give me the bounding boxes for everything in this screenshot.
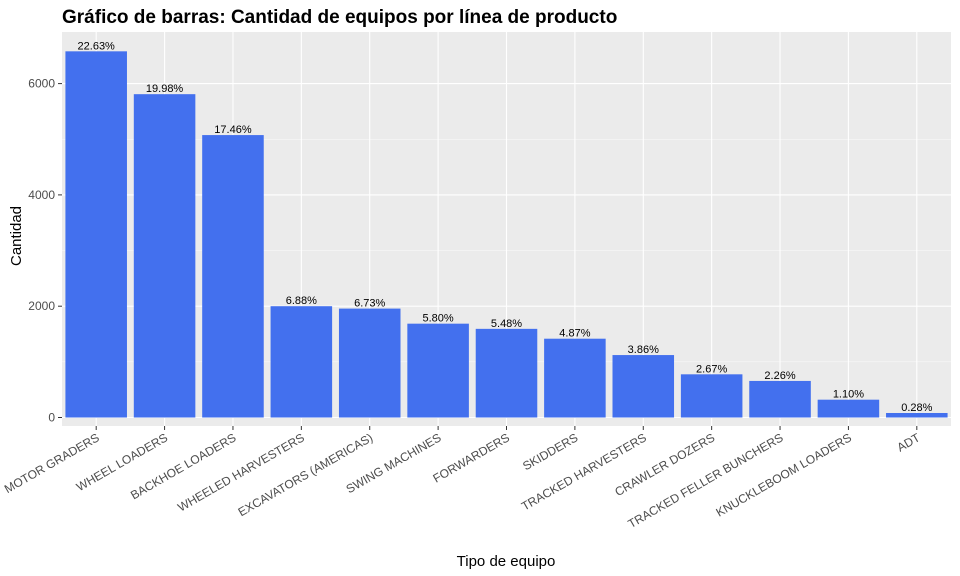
bar-value-label: 17.46% — [214, 124, 252, 136]
bar-value-label: 2.67% — [696, 363, 727, 375]
x-tick-label: EXCAVATORS (AMERICAS) — [236, 430, 376, 519]
bar — [202, 135, 264, 418]
bar-value-label: 5.80% — [423, 313, 454, 325]
bar — [749, 380, 811, 418]
y-tick-label: 2000 — [28, 299, 55, 313]
bar-value-label: 5.48% — [491, 318, 522, 330]
bar-value-label: 4.87% — [559, 328, 590, 340]
x-tick-label: KNUCKLEBOOM LOADERS — [714, 430, 854, 519]
bar-value-label: 6.73% — [354, 298, 385, 310]
x-axis-title: Tipo de equipo — [457, 553, 556, 570]
y-axis: 0 2000 4000 6000 — [28, 77, 62, 425]
x-tick-label: SKIDDERS — [520, 430, 580, 473]
bar — [475, 328, 538, 418]
x-tick-label: WHEELED HARVESTERS — [175, 430, 307, 514]
bar — [270, 306, 333, 418]
bar-value-label: 3.86% — [628, 344, 659, 356]
bar — [133, 94, 196, 418]
y-tick-label: 0 — [48, 411, 55, 425]
bars — [65, 51, 948, 418]
y-tick-label: 4000 — [28, 188, 55, 202]
chart-title: Gráfico de barras: Cantidad de equipos p… — [62, 7, 617, 28]
x-tick-label: TRACKED HARVESTERS — [519, 430, 649, 513]
y-tick-label: 6000 — [28, 77, 55, 91]
y-axis-title: Cantidad — [8, 206, 25, 266]
bar — [407, 323, 469, 418]
bar-value-label: 2.26% — [764, 370, 795, 382]
bar-value-label: 1.10% — [833, 389, 864, 401]
bar — [544, 338, 606, 418]
bar — [65, 51, 127, 418]
bar — [886, 412, 948, 418]
bar — [612, 355, 675, 418]
x-tick-label: FORWARDERS — [431, 430, 512, 485]
bar-value-label: 0.28% — [901, 402, 932, 414]
bar-value-label: 22.63% — [78, 40, 116, 52]
x-tick-label: ADT — [895, 430, 923, 454]
bar — [338, 308, 401, 418]
bar — [680, 374, 743, 418]
bar-value-label: 19.98% — [146, 83, 184, 95]
data-labels: 22.63% 19.98% 17.46% 6.88% 6.73% 5.80% 5.48% 4.… — [78, 40, 933, 414]
bar-value-label: 6.88% — [286, 295, 317, 307]
bar — [817, 399, 880, 418]
